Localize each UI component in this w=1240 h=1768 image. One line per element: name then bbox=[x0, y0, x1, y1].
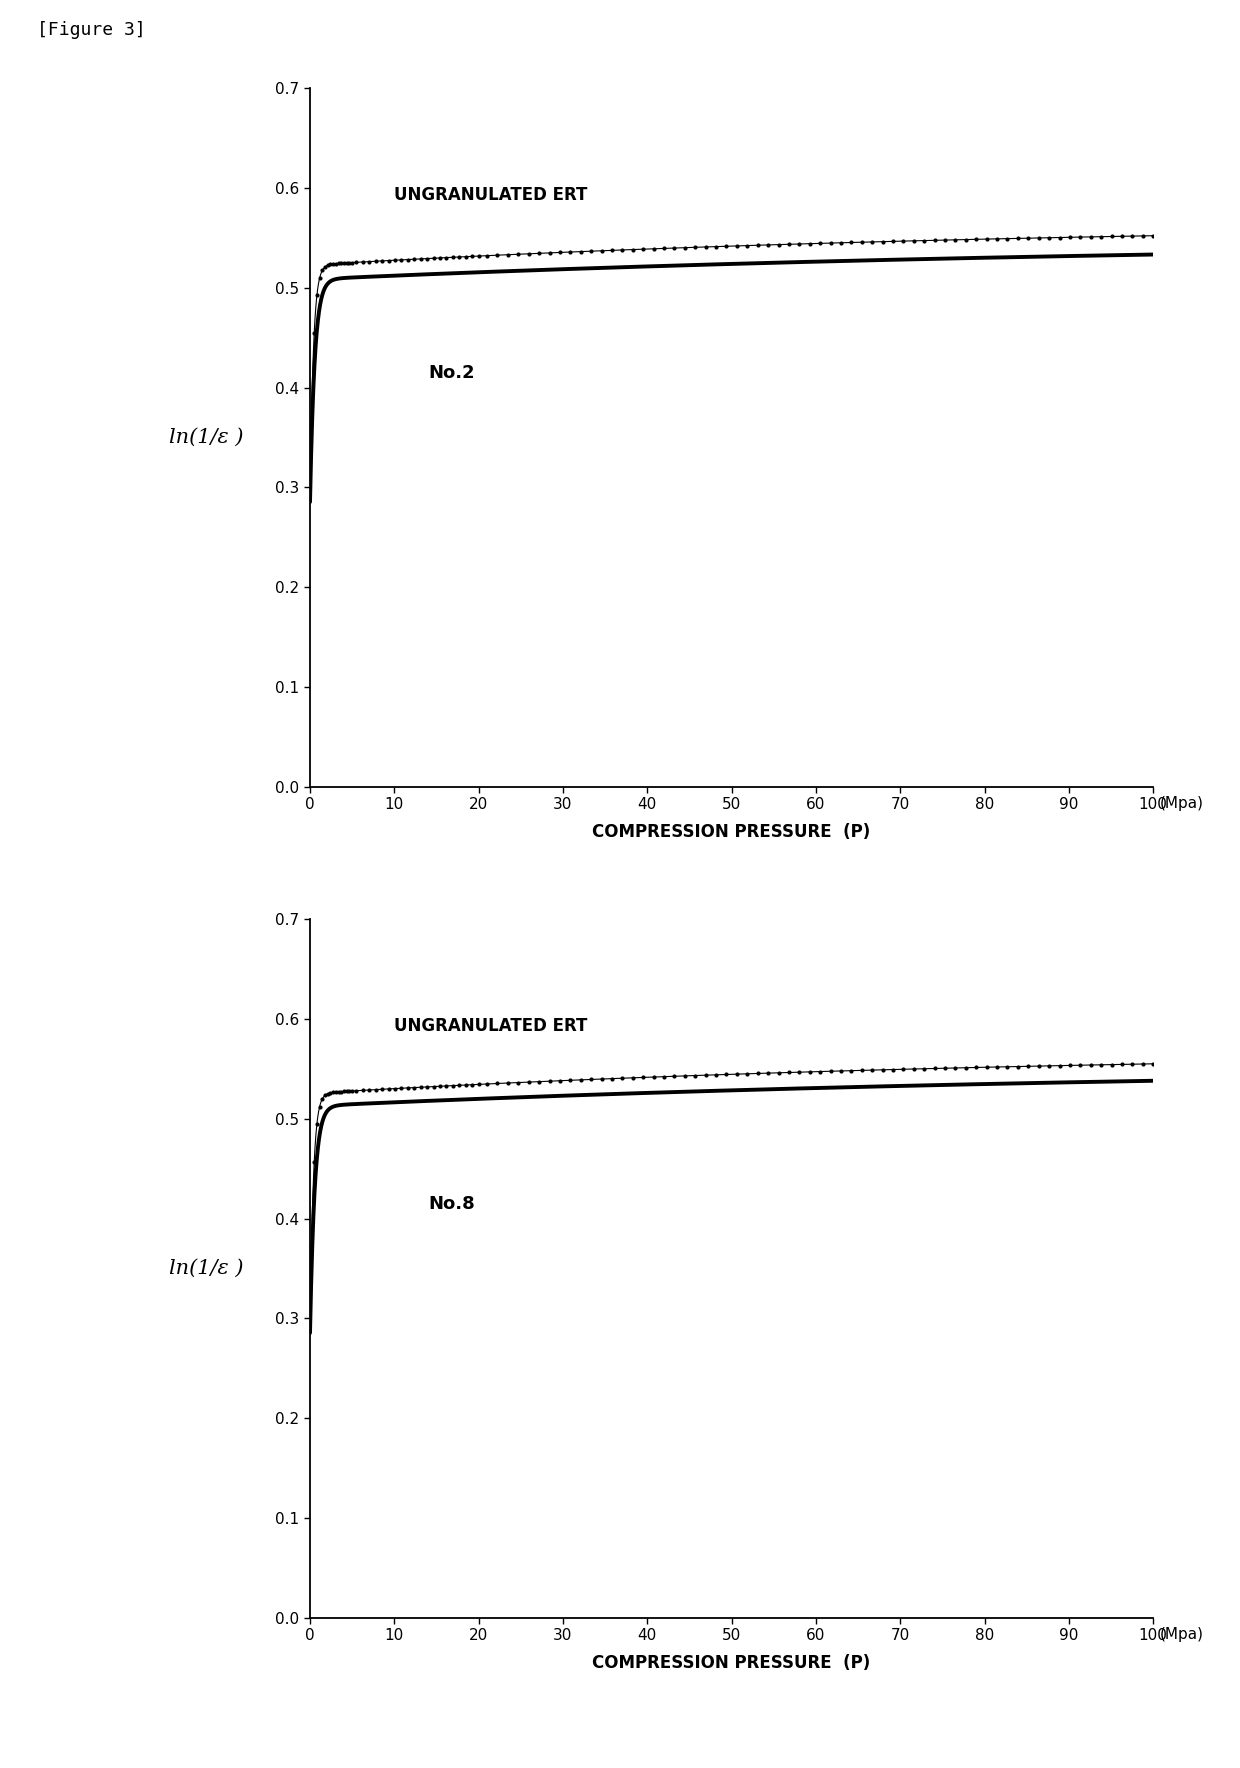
Text: UNGRANULATED ERT: UNGRANULATED ERT bbox=[394, 186, 588, 203]
Text: (Mpa): (Mpa) bbox=[1159, 1627, 1203, 1641]
Text: [Figure 3]: [Figure 3] bbox=[37, 21, 146, 39]
X-axis label: COMPRESSION PRESSURE  (P): COMPRESSION PRESSURE (P) bbox=[593, 1655, 870, 1673]
Text: No.2: No.2 bbox=[428, 364, 475, 382]
Y-axis label: ln(1/ε ): ln(1/ε ) bbox=[169, 428, 243, 447]
Y-axis label: ln(1/ε ): ln(1/ε ) bbox=[169, 1259, 243, 1278]
Text: UNGRANULATED ERT: UNGRANULATED ERT bbox=[394, 1017, 588, 1034]
X-axis label: COMPRESSION PRESSURE  (P): COMPRESSION PRESSURE (P) bbox=[593, 824, 870, 842]
Text: (Mpa): (Mpa) bbox=[1159, 796, 1203, 810]
Text: No.8: No.8 bbox=[428, 1195, 475, 1213]
